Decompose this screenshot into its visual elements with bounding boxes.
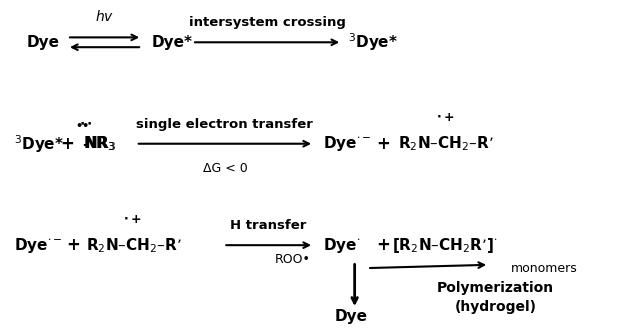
Text: NR$_3$: NR$_3$ bbox=[83, 134, 115, 153]
Text: Dye: Dye bbox=[335, 309, 368, 324]
Text: monomers: monomers bbox=[511, 262, 578, 275]
Text: ΔG < 0: ΔG < 0 bbox=[203, 162, 247, 175]
Text: Dye$^{\cdot-}$: Dye$^{\cdot-}$ bbox=[323, 134, 372, 153]
Text: Dye: Dye bbox=[26, 35, 60, 50]
Text: $\mathbf{\cdot+}$: $\mathbf{\cdot+}$ bbox=[436, 111, 454, 124]
Text: +: + bbox=[60, 135, 74, 153]
Text: ••: •• bbox=[75, 121, 90, 131]
Text: R$_2$N–CH$_2$–R’: R$_2$N–CH$_2$–R’ bbox=[86, 236, 181, 254]
Text: +: + bbox=[376, 236, 390, 254]
Text: Dye*: Dye* bbox=[151, 35, 192, 50]
Text: $\mathbf{\cdot\cdot}$: $\mathbf{\cdot\cdot}$ bbox=[79, 115, 93, 129]
Text: +: + bbox=[376, 135, 390, 153]
Text: $hv$: $hv$ bbox=[95, 9, 114, 24]
Text: ROO•: ROO• bbox=[275, 253, 311, 266]
Text: Dye$^{\cdot}$: Dye$^{\cdot}$ bbox=[323, 236, 360, 255]
Text: Dye$^{\cdot-}$: Dye$^{\cdot-}$ bbox=[14, 236, 62, 255]
Text: +: + bbox=[67, 236, 80, 254]
Text: $^3$Dye*: $^3$Dye* bbox=[349, 31, 398, 53]
Text: [R$_2$N–CH$_2$R’]$^{\cdot}$: [R$_2$N–CH$_2$R’]$^{\cdot}$ bbox=[392, 236, 498, 255]
Text: $^3$Dye*: $^3$Dye* bbox=[14, 133, 64, 154]
Text: Polymerization: Polymerization bbox=[436, 281, 554, 295]
Text: single electron transfer: single electron transfer bbox=[136, 117, 313, 131]
Text: (hydrogel): (hydrogel) bbox=[454, 300, 536, 314]
Text: $\mathbf{\dot{}}$NR$_3$: $\mathbf{\dot{}}$NR$_3$ bbox=[83, 134, 116, 153]
Text: intersystem crossing: intersystem crossing bbox=[188, 16, 345, 29]
Text: R$_2$N–CH$_2$–R’: R$_2$N–CH$_2$–R’ bbox=[398, 134, 494, 153]
Text: $\mathbf{\cdot+}$: $\mathbf{\cdot+}$ bbox=[123, 213, 142, 225]
Text: H transfer: H transfer bbox=[230, 219, 307, 232]
